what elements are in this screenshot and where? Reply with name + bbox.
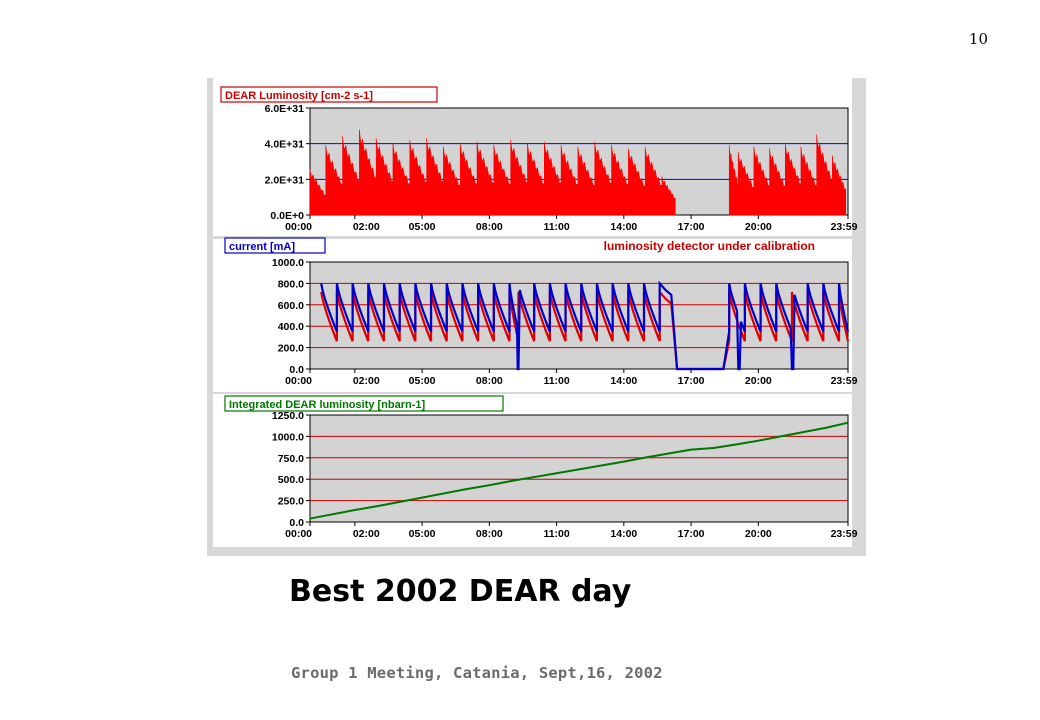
x-tick-label-3-8: 20:00	[745, 528, 772, 540]
y-tick-label-2-3: 400.0	[278, 321, 304, 333]
luminosity-fill-27	[784, 143, 802, 216]
chart-annotation-2: luminosity detector under calibration	[604, 239, 815, 253]
luminosity-fill-18	[594, 141, 612, 216]
x-tick-label-3-6: 14:00	[610, 528, 637, 540]
x-tick-label-2-2: 02:00	[353, 375, 380, 387]
luminosity-fill-29	[816, 134, 833, 216]
x-tick-label-2-3: 05:00	[409, 375, 436, 387]
luminosity-fill-22	[661, 176, 676, 216]
x-tick-label-3-7: 17:00	[678, 528, 705, 540]
luminosity-fill-15	[544, 141, 562, 216]
chart-title-box-1	[220, 86, 438, 103]
x-tick-label-1-4: 08:00	[476, 221, 503, 233]
x-tick-label-3-5: 11:00	[543, 528, 569, 540]
chart-title-box-3	[224, 395, 504, 412]
x-tick-label-1-7: 17:00	[678, 221, 705, 233]
integrated-luminosity-line	[309, 421, 849, 520]
luminosity-fill-17	[577, 146, 595, 216]
x-tick-label-3-2: 02:00	[353, 528, 380, 540]
y-tick-label-2-5: 800.0	[278, 278, 304, 290]
slide-footer: Group 1 Meeting, Catania, Sept,16, 2002	[291, 664, 663, 682]
x-tick-label-1-9: 23:59	[831, 221, 858, 233]
luminosity-fill-19	[611, 145, 629, 216]
x-tick-label-2-5: 11:00	[543, 375, 569, 387]
x-tick-label-2-1: 00:00	[285, 375, 312, 387]
luminosity-fill-3	[342, 136, 360, 216]
luminosity-fill-20	[628, 148, 646, 216]
chart-title-2: current [mA]	[229, 241, 295, 253]
page-number: 10	[968, 30, 988, 48]
luminosity-fill-6	[392, 143, 411, 216]
luminosity-fill-13	[510, 139, 528, 216]
x-tick-label-3-1: 00:00	[285, 528, 312, 540]
luminosity-fill-2	[325, 145, 343, 216]
y-tick-label-3-1: 0.0	[289, 517, 304, 529]
luminosity-fill-5	[375, 138, 394, 216]
x-tick-label-2-4: 08:00	[476, 375, 503, 387]
y-tick-label-1-4: 6.0E+31	[265, 103, 305, 115]
y-tick-label-2-4: 600.0	[278, 300, 304, 312]
luminosity-fill-28	[800, 146, 817, 216]
luminosity-fill-11	[476, 141, 495, 216]
y-tick-label-2-6: 1000.0	[272, 257, 304, 269]
luminosity-fill-26	[769, 148, 786, 216]
slide-title: Best 2002 DEAR day	[289, 574, 632, 609]
x-tick-label-2-7: 17:00	[678, 375, 705, 387]
luminosity-fill-24	[737, 152, 755, 216]
luminosity-fill-30	[832, 155, 847, 216]
luminosity-fill-10	[459, 143, 478, 216]
x-tick-label-1-6: 14:00	[610, 221, 637, 233]
y-tick-label-3-5: 1000.0	[272, 431, 304, 443]
x-tick-label-3-3: 05:00	[409, 528, 436, 540]
luminosity-fill-25	[753, 146, 770, 216]
x-tick-label-2-8: 20:00	[745, 375, 772, 387]
chart-title-1: DEAR Luminosity [cm-2 s-1]	[225, 90, 373, 102]
x-tick-label-1-1: 00:00	[285, 221, 312, 233]
x-tick-label-2-9: 23:59	[831, 375, 858, 387]
luminosity-fill-12	[493, 145, 511, 216]
luminosity-fill-1	[309, 169, 326, 216]
x-tick-label-1-5: 11:00	[543, 221, 569, 233]
chart-svg: DEAR Luminosity [cm-2 s-1] 0.0E+0 2.0E+31 4…	[213, 78, 858, 547]
luminosity-fill-14	[527, 143, 545, 216]
x-tick-label-1-2: 02:00	[353, 221, 380, 233]
y-tick-label-2-2: 200.0	[278, 343, 304, 355]
luminosity-fill-16	[560, 145, 579, 216]
x-tick-label-1-8: 20:00	[745, 221, 772, 233]
luminosity-fill-7	[409, 139, 427, 216]
y-tick-label-3-3: 500.0	[278, 474, 304, 486]
luminosity-fill-4	[359, 129, 377, 216]
chart-figure: DEAR Luminosity [cm-2 s-1] 0.0E+0 2.0E+31 4…	[207, 78, 866, 556]
chart-title-3: Integrated DEAR luminosity [nbarn-1]	[229, 399, 426, 411]
x-tick-label-1-3: 05:00	[409, 221, 436, 233]
luminosity-fill-21	[644, 146, 663, 216]
x-tick-label-3-9: 23:59	[831, 528, 858, 540]
y-tick-label-1-1: 0.0E+0	[270, 210, 304, 222]
y-tick-label-3-6: 1250.0	[272, 410, 304, 422]
y-tick-label-1-2: 2.0E+31	[265, 174, 305, 186]
luminosity-fill-8	[426, 138, 444, 216]
luminosity-fill-9	[443, 146, 461, 216]
y-tick-label-3-4: 750.0	[278, 453, 304, 465]
y-tick-label-2-1: 0.0	[289, 364, 304, 376]
chart-title-box-2	[224, 237, 326, 254]
y-tick-label-1-3: 4.0E+31	[265, 139, 305, 151]
current-series-2	[320, 280, 850, 371]
y-tick-label-3-2: 250.0	[278, 496, 304, 508]
x-tick-label-2-6: 14:00	[610, 375, 637, 387]
current-series-1	[320, 288, 850, 371]
x-tick-label-3-4: 08:00	[476, 528, 503, 540]
